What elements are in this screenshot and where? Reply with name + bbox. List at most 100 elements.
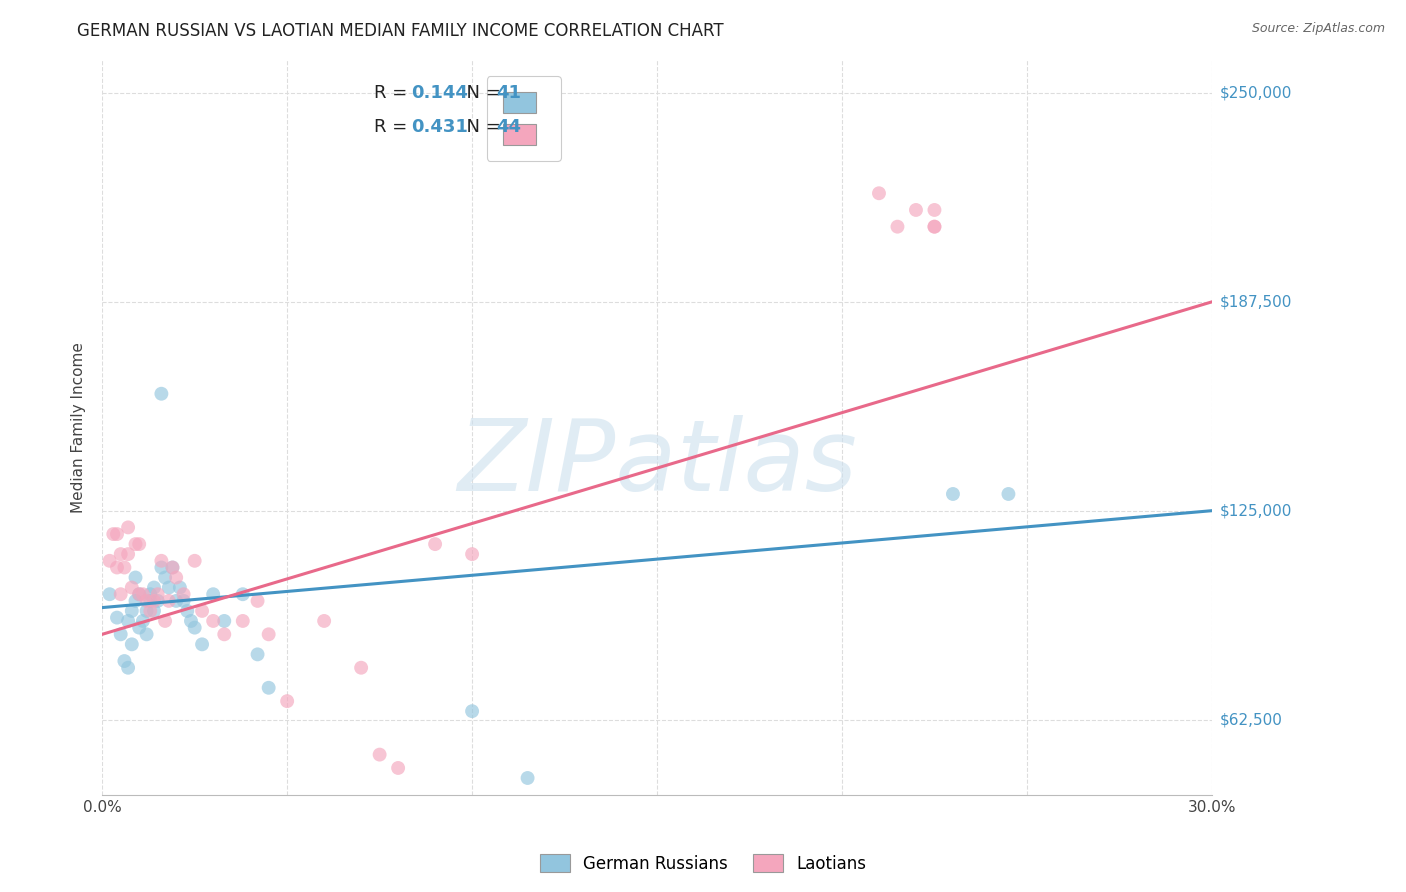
Point (143, 581, 166, 595)
Text: GERMAN RUSSIAN VS LAOTIAN MEDIAN FAMILY INCOME CORRELATION CHART: GERMAN RUSSIAN VS LAOTIAN MEDIAN FAMILY … (77, 22, 724, 40)
Point (153, 614, 176, 628)
Text: 0.144: 0.144 (411, 84, 468, 102)
Point (150, 554, 173, 568)
Point (146, 587, 169, 601)
Point (314, 614, 336, 628)
Point (461, 547, 484, 561)
Text: $125,000: $125,000 (1220, 503, 1292, 518)
Point (191, 637, 214, 651)
Point (117, 661, 139, 675)
Text: $250,000: $250,000 (1220, 86, 1292, 101)
Point (121, 637, 143, 651)
Point (139, 587, 162, 601)
Point (257, 681, 280, 695)
Point (157, 594, 180, 608)
Point (128, 587, 150, 601)
Point (139, 594, 162, 608)
Point (105, 560, 128, 574)
Point (202, 587, 225, 601)
Point (904, 202, 927, 217)
Point (132, 614, 155, 628)
Point (139, 604, 162, 618)
Point (153, 570, 176, 584)
Point (516, 771, 538, 785)
Point (98, 554, 121, 568)
Text: R =: R = (374, 84, 413, 102)
Point (150, 560, 173, 574)
Point (183, 554, 205, 568)
Point (368, 747, 391, 762)
Text: ZIPatlas: ZIPatlas (457, 416, 858, 512)
Legend: German Russians, Laotians: German Russians, Laotians (533, 847, 873, 880)
Point (105, 527, 128, 541)
Point (246, 594, 269, 608)
Point (117, 547, 139, 561)
Point (112, 560, 135, 574)
Point (157, 581, 180, 595)
Point (132, 587, 155, 601)
Point (143, 604, 166, 618)
Point (176, 604, 198, 618)
Point (103, 527, 125, 541)
Point (128, 621, 150, 635)
Point (232, 614, 254, 628)
Point (183, 621, 205, 635)
Point (461, 704, 484, 718)
Point (169, 581, 191, 595)
Point (232, 587, 254, 601)
Point (124, 594, 146, 608)
Point (924, 219, 946, 234)
Point (276, 694, 298, 708)
Point (997, 487, 1019, 501)
Point (135, 604, 157, 618)
Text: $187,500: $187,500 (1220, 294, 1292, 310)
Point (202, 614, 225, 628)
Text: 44: 44 (496, 119, 522, 136)
Point (112, 654, 135, 668)
Point (110, 587, 132, 601)
Point (143, 594, 166, 608)
Text: Source: ZipAtlas.com: Source: ZipAtlas.com (1251, 22, 1385, 36)
Point (162, 560, 184, 574)
Point (350, 661, 373, 675)
Point (924, 202, 946, 217)
Point (214, 614, 236, 628)
Point (110, 547, 132, 561)
Point (942, 487, 965, 501)
Point (191, 604, 214, 618)
Text: N =: N = (456, 119, 506, 136)
Text: N =: N = (456, 84, 506, 102)
Text: 41: 41 (496, 84, 522, 102)
Point (150, 386, 173, 401)
Point (924, 219, 946, 234)
Text: R =: R = (374, 119, 413, 136)
Legend: , : , (486, 76, 561, 161)
Text: $62,500: $62,500 (1220, 712, 1284, 727)
Point (128, 537, 150, 551)
Point (868, 186, 890, 201)
Point (121, 581, 143, 595)
Point (214, 627, 236, 641)
Point (162, 560, 184, 574)
Text: 0.431: 0.431 (411, 119, 468, 136)
Point (117, 520, 139, 534)
Point (124, 570, 146, 584)
Point (257, 627, 280, 641)
Point (387, 761, 409, 775)
Point (146, 594, 169, 608)
Point (124, 537, 146, 551)
Point (121, 604, 143, 618)
Point (135, 594, 157, 608)
Point (165, 594, 187, 608)
Point (173, 594, 195, 608)
Point (165, 570, 187, 584)
Point (423, 537, 446, 551)
Y-axis label: Median Family Income: Median Family Income (72, 342, 86, 513)
Point (98, 587, 121, 601)
Point (110, 627, 132, 641)
Point (246, 648, 269, 662)
Point (128, 587, 150, 601)
Point (105, 610, 128, 624)
Point (180, 614, 202, 628)
Point (886, 219, 908, 234)
